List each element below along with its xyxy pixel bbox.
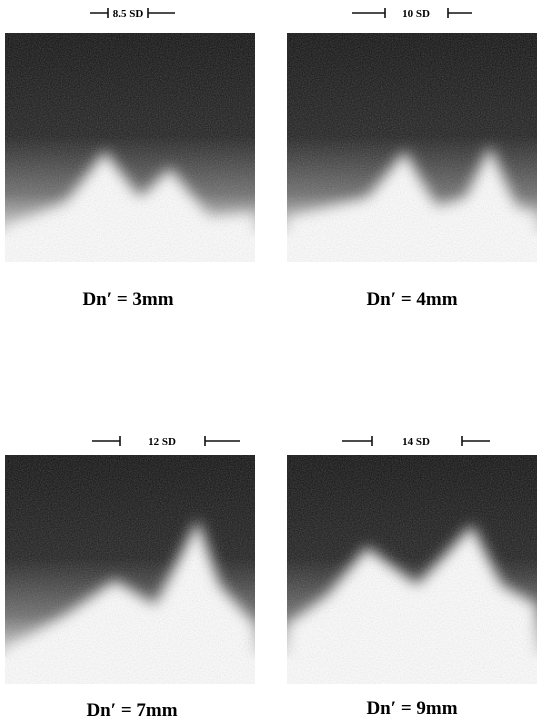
panel-image [287,455,537,684]
panel-image [5,33,255,262]
panel-image [5,455,255,684]
scale-label: 14 SD [402,436,430,448]
panel-image [287,33,537,262]
caption: Dn′ = 7mm [86,700,177,721]
scale-label: 8.5 SD [113,8,144,20]
caption: Dn′ = 3mm [82,289,173,310]
scale-label: 10 SD [402,8,430,20]
scale-bars [90,8,490,446]
scale-label: 12 SD [148,436,176,448]
caption: Dn′ = 9mm [366,698,457,719]
caption: Dn′ = 4mm [366,289,457,310]
